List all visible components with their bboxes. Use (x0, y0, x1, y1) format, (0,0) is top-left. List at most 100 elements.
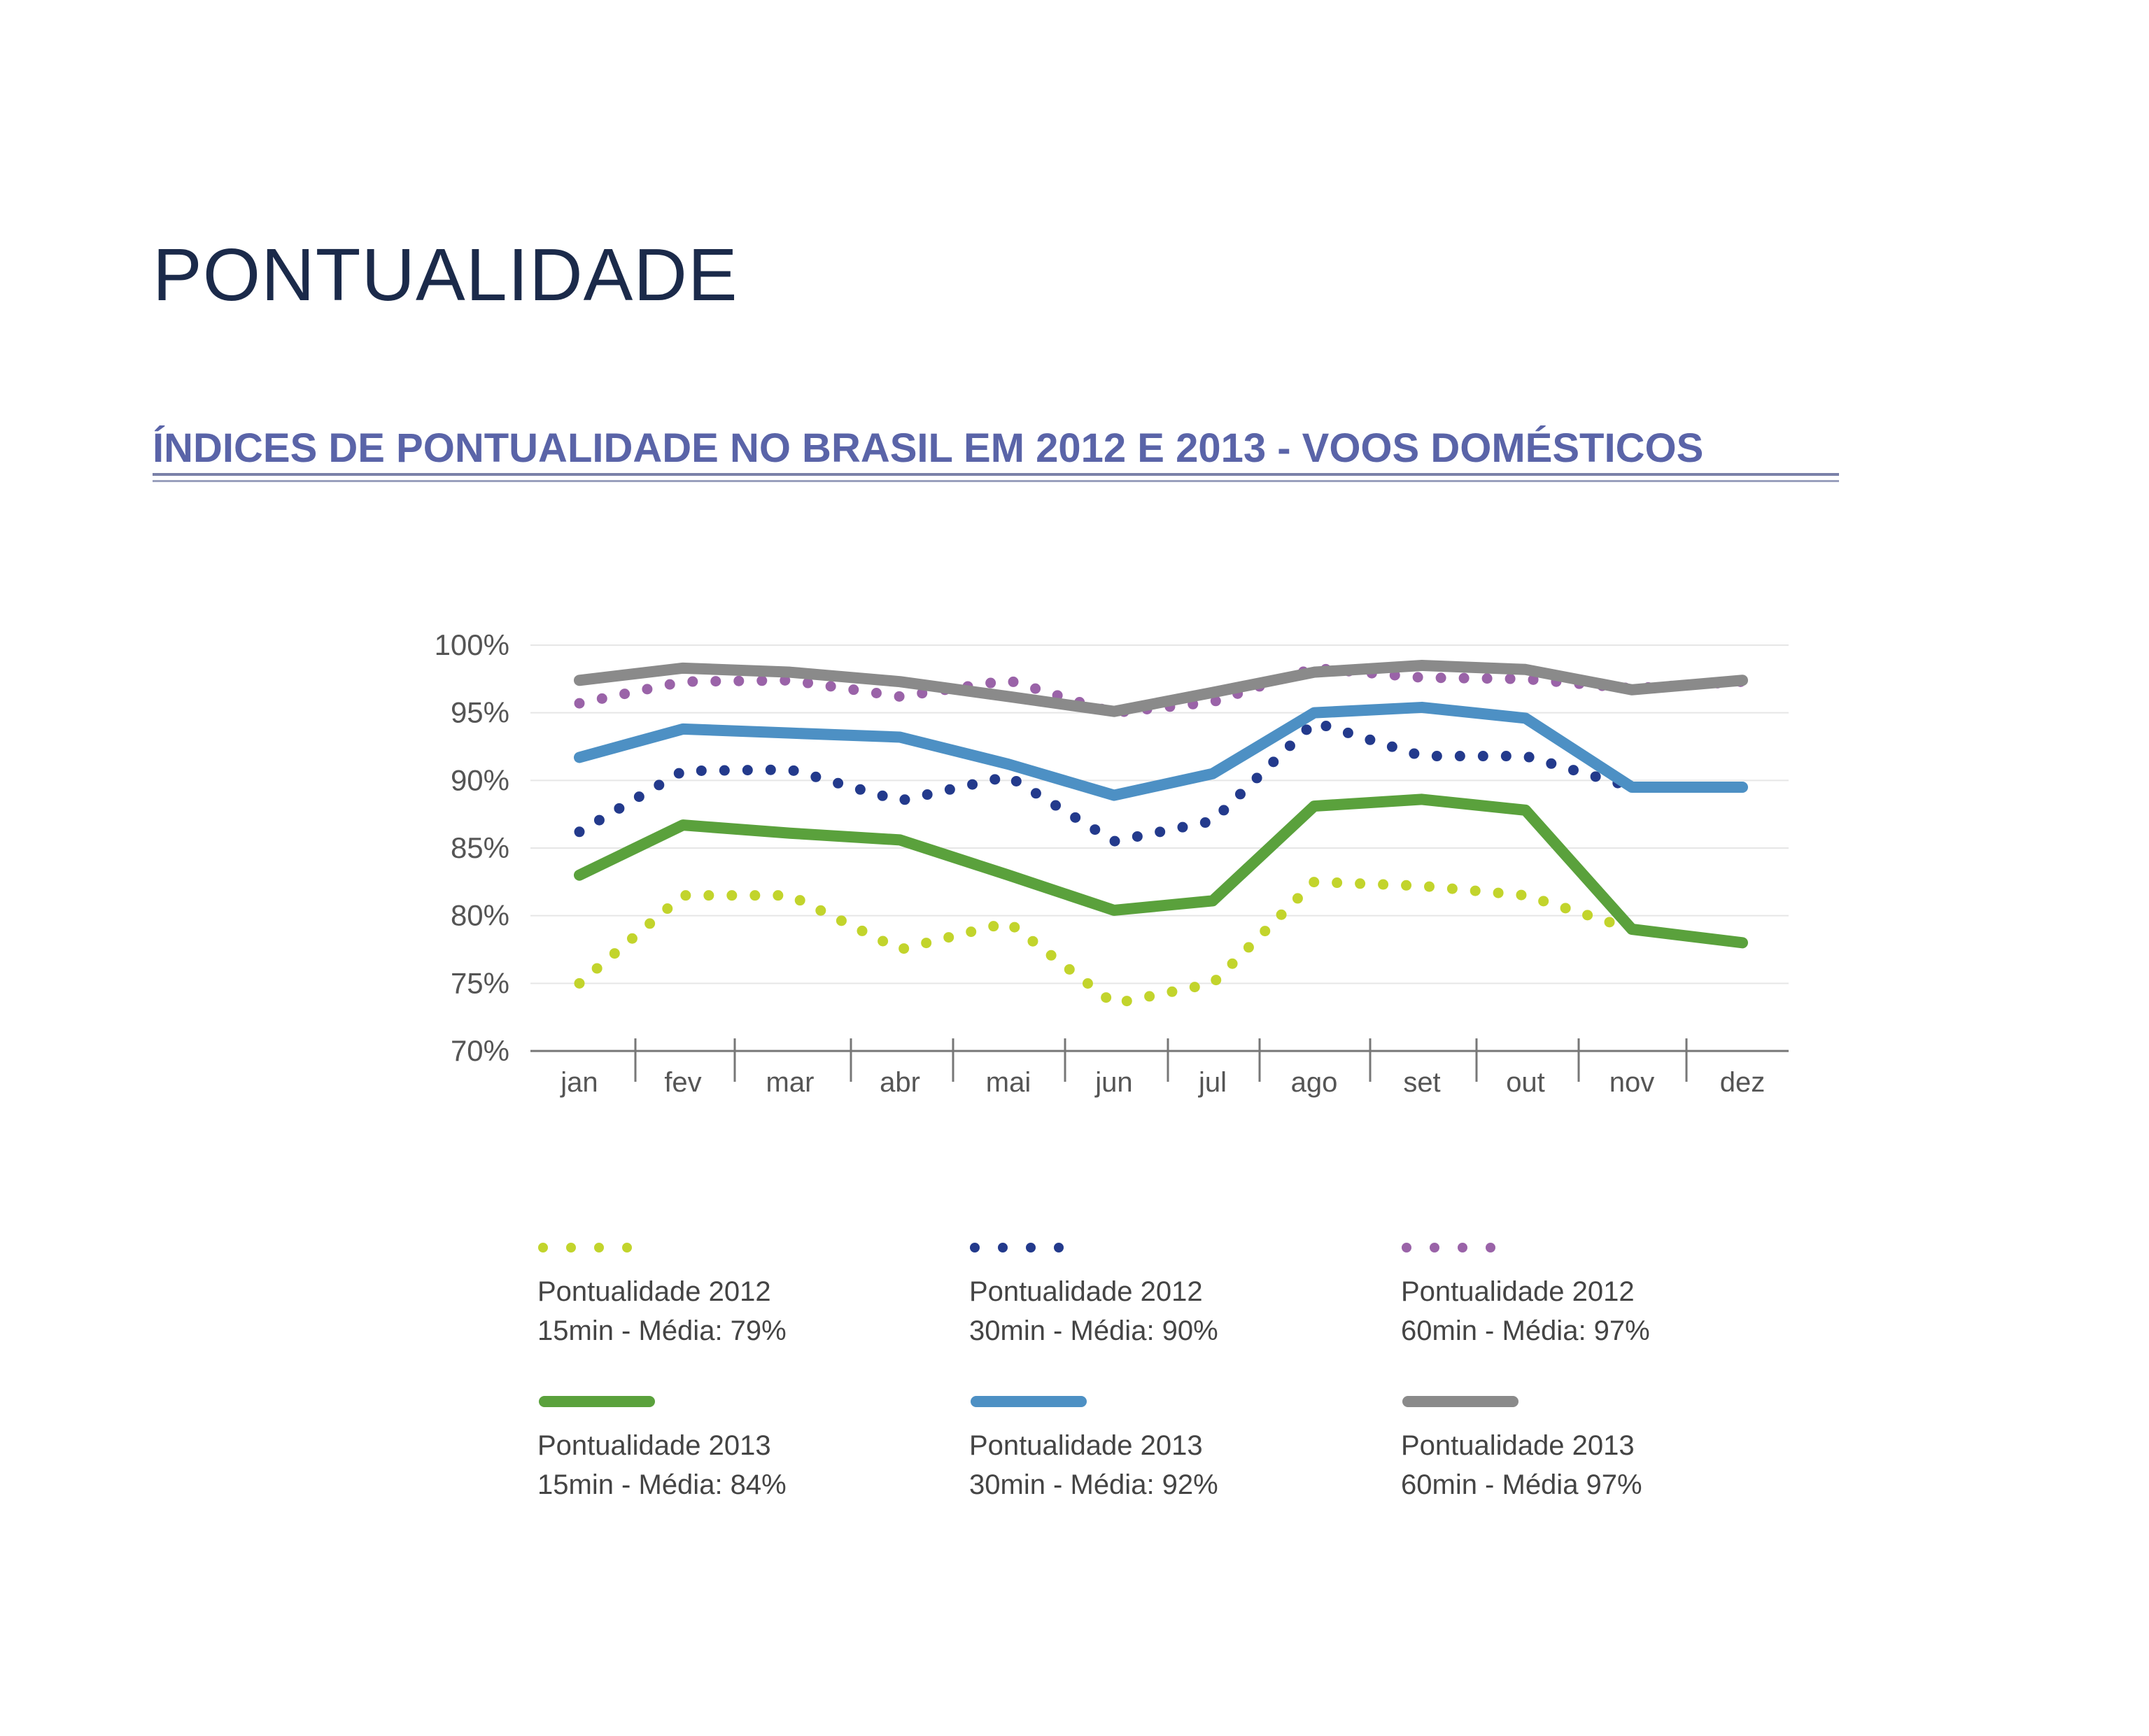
data-point (1212, 773, 1213, 775)
series-line-solid (574, 701, 1748, 801)
y-tick-label: 85% (451, 831, 509, 864)
data-point (1113, 711, 1115, 712)
data-point (1313, 712, 1315, 714)
data-point (899, 949, 901, 950)
data-point (1008, 679, 1009, 681)
data-point (579, 982, 580, 984)
data-point (899, 736, 901, 738)
data-point (1525, 717, 1526, 719)
data-point (579, 875, 580, 876)
data-point (1421, 707, 1423, 708)
data-point (1212, 982, 1213, 984)
x-tick-label: jul (1198, 1067, 1227, 1098)
y-tick-label: 100% (435, 628, 509, 661)
data-point (682, 895, 684, 896)
data-point (1742, 942, 1743, 943)
series-6 (574, 660, 1748, 717)
data-point (682, 668, 684, 669)
series-line-solid (574, 660, 1748, 717)
data-point (1525, 895, 1526, 896)
data-point (1631, 929, 1633, 930)
data-point (1421, 756, 1423, 757)
data-point (579, 756, 580, 758)
data-point (899, 681, 901, 682)
y-tick-label: 80% (451, 899, 509, 932)
series-1 (574, 876, 1748, 1009)
data-point (579, 703, 580, 704)
data-point (1525, 669, 1526, 670)
data-point (789, 833, 791, 834)
x-tick-label: out (1506, 1067, 1545, 1098)
data-point (682, 824, 684, 826)
data-point (1313, 881, 1315, 882)
data-point (1313, 672, 1315, 673)
data-point (899, 696, 901, 697)
data-point (1421, 677, 1423, 678)
x-tick-label: mai (986, 1067, 1031, 1098)
series-2 (574, 717, 1748, 847)
data-point (1525, 756, 1526, 757)
data-point (682, 728, 684, 730)
data-point (899, 800, 901, 801)
data-point (789, 672, 791, 673)
data-point (1113, 795, 1115, 796)
data-point (1008, 763, 1009, 765)
data-point (1313, 805, 1315, 807)
grid-layer (530, 644, 1789, 985)
data-point (1525, 678, 1526, 679)
data-point (1008, 776, 1009, 777)
chart-subtitle: ÍNDICES DE PONTUALIDADE NO BRASIL EM 201… (153, 425, 1704, 471)
y-tick-label: 75% (451, 966, 509, 999)
data-point (1212, 701, 1213, 703)
y-tick-label: 90% (451, 763, 509, 796)
data-point (1525, 810, 1526, 811)
data-point (1008, 696, 1009, 697)
x-tick-label: ago (1291, 1067, 1338, 1098)
x-tick-label: nov (1609, 1067, 1655, 1098)
data-point (789, 679, 791, 681)
series-line-dotted (574, 717, 1748, 847)
series-layer (574, 660, 1748, 1009)
page-title: PONTUALIDADE (153, 234, 738, 316)
data-point (1008, 922, 1009, 923)
x-tick-label: dez (1720, 1067, 1766, 1098)
x-tick-label: set (1403, 1067, 1440, 1098)
data-point (1313, 721, 1315, 723)
series-line-dotted (574, 876, 1748, 1009)
data-point (1113, 840, 1115, 842)
axis-layer: 70% 75% 80% 85% 90% 95% 100% jan fev mar abr mai jun… (435, 628, 1789, 1098)
series-4 (574, 793, 1748, 949)
data-point (1631, 689, 1633, 691)
data-point (579, 679, 580, 681)
data-point (579, 831, 580, 833)
y-tick-label: 95% (451, 696, 509, 729)
x-tick-label: abr (880, 1067, 920, 1098)
data-point (789, 733, 791, 734)
data-point (1421, 885, 1423, 887)
data-point (789, 895, 791, 896)
x-tick-label: jan (560, 1067, 598, 1098)
data-point (1212, 900, 1213, 901)
data-point (1421, 665, 1423, 666)
x-tick-label: fev (664, 1067, 701, 1098)
data-point (899, 839, 901, 840)
data-point (1742, 786, 1743, 788)
data-point (1742, 679, 1743, 681)
data-point (1008, 875, 1009, 876)
data-point (1113, 910, 1115, 911)
data-point (1212, 692, 1213, 693)
data-point (1113, 1003, 1115, 1004)
subtitle-underline-secondary (153, 480, 1839, 482)
data-point (789, 769, 791, 770)
series-line-solid (574, 793, 1748, 949)
subtitle-underline (153, 473, 1839, 476)
data-point (682, 681, 684, 682)
data-point (1631, 786, 1633, 788)
x-tick-label: mar (766, 1067, 815, 1098)
series-5 (574, 701, 1748, 801)
x-tick-label: jun (1094, 1067, 1132, 1098)
data-point (1212, 820, 1213, 821)
y-tick-label: 70% (451, 1034, 509, 1067)
data-point (1421, 798, 1423, 800)
